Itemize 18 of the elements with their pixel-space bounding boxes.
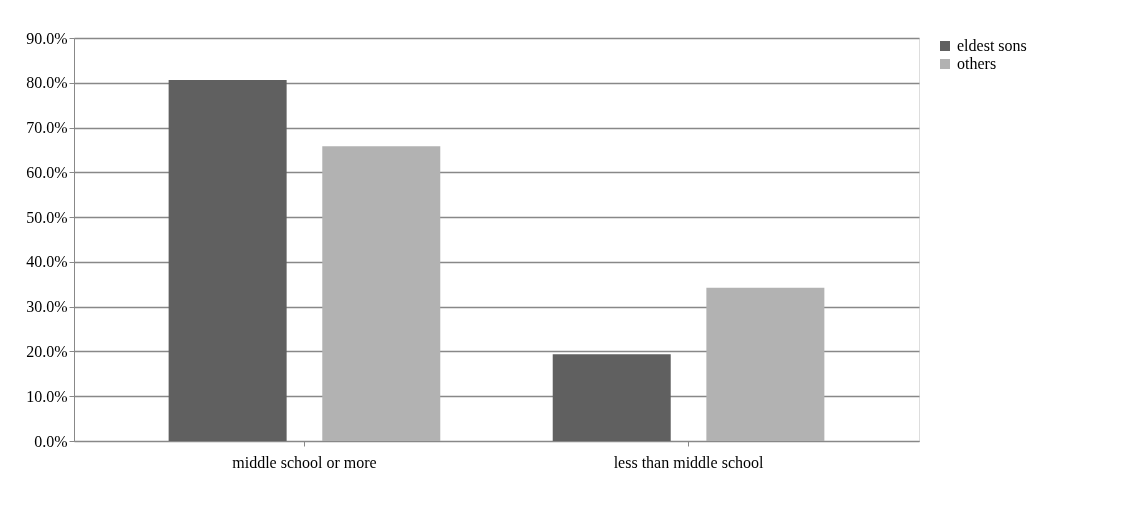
y-tick-label: 50.0% bbox=[26, 208, 68, 226]
y-tick-label: 30.0% bbox=[26, 298, 68, 316]
x-tick-label: middle school or more bbox=[232, 453, 377, 471]
legend-label: others bbox=[957, 55, 997, 72]
bar bbox=[322, 146, 441, 441]
y-tick-label: 10.0% bbox=[26, 387, 68, 405]
bar bbox=[706, 287, 825, 441]
y-tick-label: 0.0% bbox=[34, 432, 68, 450]
x-tick-label: less than middle school bbox=[613, 453, 764, 471]
bar bbox=[168, 80, 287, 441]
legend-label: eldest sons bbox=[957, 37, 1027, 54]
y-tick-label: 40.0% bbox=[26, 253, 68, 271]
y-tick-label: 70.0% bbox=[26, 119, 68, 137]
y-tick-label: 80.0% bbox=[26, 74, 68, 92]
bar bbox=[552, 354, 671, 441]
y-tick-label: 60.0% bbox=[26, 163, 68, 181]
y-tick-label: 20.0% bbox=[26, 342, 68, 360]
y-tick-label: 90.0% bbox=[26, 29, 68, 47]
